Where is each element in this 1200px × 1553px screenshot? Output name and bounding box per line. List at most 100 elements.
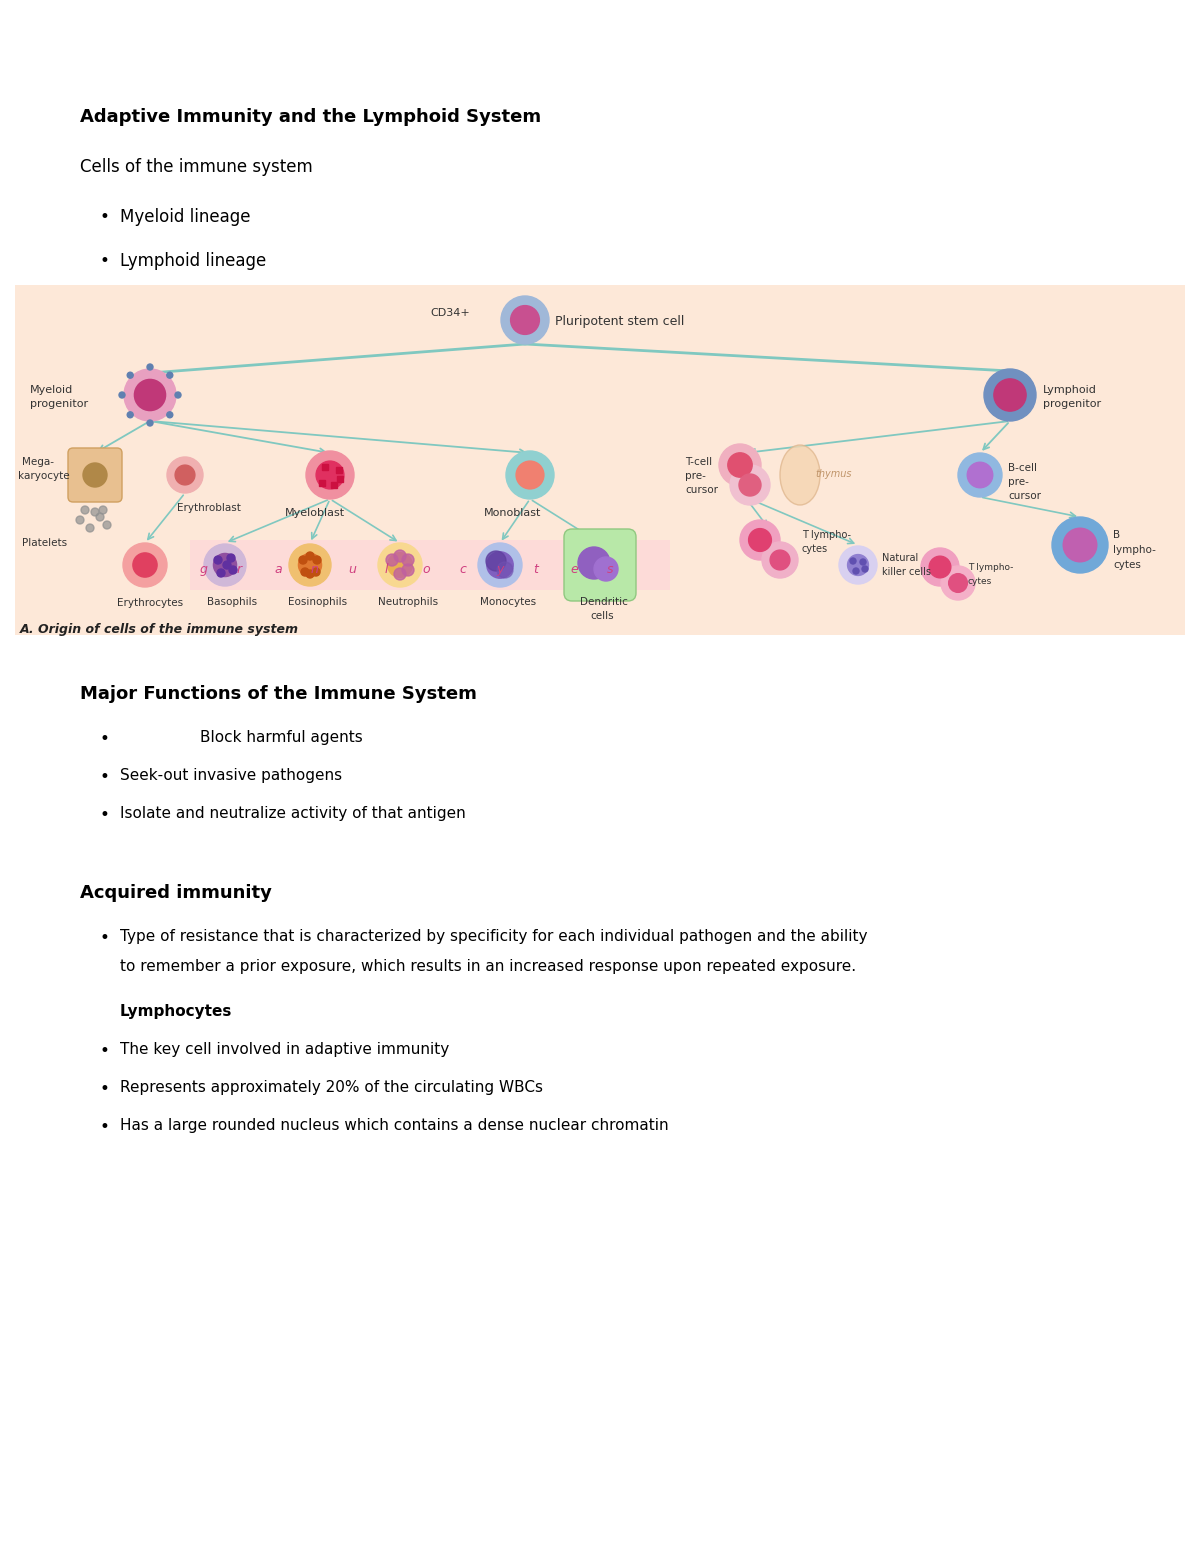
Circle shape — [958, 453, 1002, 497]
Circle shape — [313, 556, 322, 564]
Text: Lymphocytes: Lymphocytes — [120, 1003, 233, 1019]
Text: u: u — [348, 564, 356, 576]
Circle shape — [860, 559, 866, 565]
Text: cytes: cytes — [802, 544, 828, 554]
Circle shape — [502, 297, 550, 345]
Bar — [319, 480, 325, 486]
Circle shape — [516, 461, 544, 489]
Text: t: t — [533, 564, 538, 576]
Text: Lymphoid: Lymphoid — [1043, 385, 1097, 394]
Circle shape — [133, 553, 157, 578]
Circle shape — [86, 523, 94, 533]
Circle shape — [594, 558, 618, 581]
Text: Monoblast: Monoblast — [485, 508, 541, 519]
Circle shape — [316, 461, 344, 489]
Circle shape — [740, 520, 780, 561]
Circle shape — [949, 573, 967, 592]
Circle shape — [394, 568, 406, 579]
Circle shape — [749, 528, 772, 551]
Circle shape — [124, 544, 167, 587]
Circle shape — [301, 568, 310, 576]
Text: •: • — [100, 252, 110, 270]
Circle shape — [394, 550, 406, 562]
Circle shape — [487, 551, 514, 578]
Circle shape — [506, 450, 554, 499]
Text: •: • — [100, 1079, 110, 1098]
Circle shape — [850, 558, 856, 564]
Circle shape — [762, 542, 798, 578]
Text: Myeloblast: Myeloblast — [284, 508, 346, 519]
Text: Erythroblast: Erythroblast — [178, 503, 241, 512]
Circle shape — [127, 412, 133, 418]
Text: s: s — [607, 564, 613, 576]
Text: •: • — [100, 1042, 110, 1061]
Text: T-cell: T-cell — [685, 457, 712, 467]
Text: Basophils: Basophils — [208, 596, 257, 607]
Text: The key cell involved in adaptive immunity: The key cell involved in adaptive immuni… — [120, 1042, 449, 1058]
Text: cursor: cursor — [1008, 491, 1042, 502]
Text: Type of resistance that is characterized by specificity for each individual path: Type of resistance that is characterized… — [120, 929, 868, 944]
Circle shape — [770, 550, 790, 570]
Circle shape — [1052, 517, 1108, 573]
Text: Represents approximately 20% of the circulating WBCs: Represents approximately 20% of the circ… — [120, 1079, 542, 1095]
Circle shape — [96, 512, 104, 520]
Circle shape — [730, 464, 770, 505]
Circle shape — [83, 463, 107, 488]
Text: B-cell: B-cell — [1008, 463, 1037, 474]
Bar — [14, 286, 1186, 635]
Text: Block harmful agents: Block harmful agents — [200, 730, 362, 745]
Text: r: r — [238, 564, 242, 576]
Text: Adaptive Immunity and the Lymphoid System: Adaptive Immunity and the Lymphoid Syste… — [80, 109, 541, 126]
Text: cells: cells — [590, 610, 613, 621]
Circle shape — [167, 412, 173, 418]
Circle shape — [306, 570, 314, 578]
Text: killer cells: killer cells — [882, 567, 931, 578]
Text: a: a — [274, 564, 282, 576]
Text: lympho-: lympho- — [1114, 545, 1156, 554]
Ellipse shape — [780, 446, 820, 505]
Text: T lympho-: T lympho- — [802, 530, 851, 540]
Text: Monocytes: Monocytes — [480, 596, 536, 607]
Circle shape — [214, 553, 236, 576]
Text: •: • — [100, 929, 110, 947]
Text: progenitor: progenitor — [1043, 399, 1102, 408]
Circle shape — [82, 506, 89, 514]
Text: •: • — [100, 769, 110, 786]
Text: •: • — [100, 208, 110, 227]
Text: Myeloid lineage: Myeloid lineage — [120, 208, 251, 227]
Text: o: o — [422, 564, 430, 576]
Circle shape — [98, 506, 107, 514]
Circle shape — [175, 391, 181, 398]
Circle shape — [289, 544, 331, 585]
Text: pre-: pre- — [1008, 477, 1028, 488]
Circle shape — [967, 463, 992, 488]
Text: Myeloid: Myeloid — [30, 385, 73, 394]
Text: Isolate and neutralize activity of that antigen: Isolate and neutralize activity of that … — [120, 806, 466, 822]
Bar — [336, 467, 342, 474]
Text: cytes: cytes — [1114, 561, 1141, 570]
Text: cursor: cursor — [685, 485, 718, 495]
Text: Mega-: Mega- — [22, 457, 54, 467]
Circle shape — [402, 554, 414, 565]
Circle shape — [204, 544, 246, 585]
Text: •: • — [100, 730, 110, 749]
Circle shape — [127, 373, 133, 379]
Text: to remember a prior exposure, which results in an increased response upon repeat: to remember a prior exposure, which resu… — [120, 960, 856, 974]
Circle shape — [148, 419, 154, 426]
Text: Has a large rounded nucleus which contains a dense nuclear chromatin: Has a large rounded nucleus which contai… — [120, 1118, 668, 1134]
Circle shape — [306, 450, 354, 499]
Text: CD34+: CD34+ — [430, 307, 469, 318]
Text: A. Origin of cells of the immune system: A. Origin of cells of the immune system — [20, 623, 299, 637]
Text: Seek-out invasive pathogens: Seek-out invasive pathogens — [120, 769, 342, 783]
Text: c: c — [458, 564, 466, 576]
Text: Neutrophils: Neutrophils — [378, 596, 438, 607]
Circle shape — [929, 556, 950, 578]
Circle shape — [91, 508, 98, 516]
Text: Lymphoid lineage: Lymphoid lineage — [120, 252, 266, 270]
Text: progenitor: progenitor — [30, 399, 88, 408]
Bar — [190, 540, 670, 590]
Circle shape — [134, 379, 166, 410]
Text: Erythrocytes: Erythrocytes — [118, 598, 184, 609]
Text: Eosinophils: Eosinophils — [288, 596, 347, 607]
Text: Acquired immunity: Acquired immunity — [80, 884, 272, 902]
